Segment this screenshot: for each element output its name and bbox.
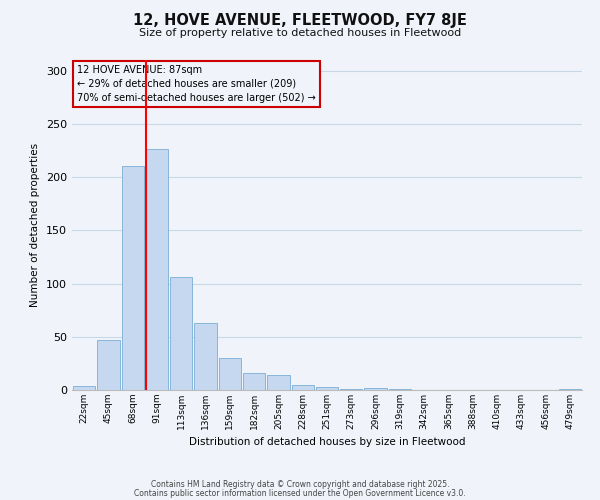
Text: Contains public sector information licensed under the Open Government Licence v3: Contains public sector information licen… <box>134 488 466 498</box>
Bar <box>267 375 290 390</box>
Text: Size of property relative to detached houses in Fleetwood: Size of property relative to detached ho… <box>139 28 461 38</box>
Bar <box>316 387 338 390</box>
Bar <box>364 388 387 390</box>
Bar <box>340 389 362 390</box>
Text: 12, HOVE AVENUE, FLEETWOOD, FY7 8JE: 12, HOVE AVENUE, FLEETWOOD, FY7 8JE <box>133 12 467 28</box>
X-axis label: Distribution of detached houses by size in Fleetwood: Distribution of detached houses by size … <box>189 438 465 448</box>
Bar <box>170 277 193 390</box>
Text: Contains HM Land Registry data © Crown copyright and database right 2025.: Contains HM Land Registry data © Crown c… <box>151 480 449 489</box>
Bar <box>559 389 581 390</box>
Bar <box>389 389 411 390</box>
Bar <box>194 323 217 390</box>
Bar <box>146 150 168 390</box>
Y-axis label: Number of detached properties: Number of detached properties <box>31 143 40 307</box>
Bar <box>97 340 119 390</box>
Text: 12 HOVE AVENUE: 87sqm
← 29% of detached houses are smaller (209)
70% of semi-det: 12 HOVE AVENUE: 87sqm ← 29% of detached … <box>77 65 316 103</box>
Bar <box>218 358 241 390</box>
Bar <box>292 384 314 390</box>
Bar <box>73 386 95 390</box>
Bar <box>122 166 144 390</box>
Bar <box>243 373 265 390</box>
